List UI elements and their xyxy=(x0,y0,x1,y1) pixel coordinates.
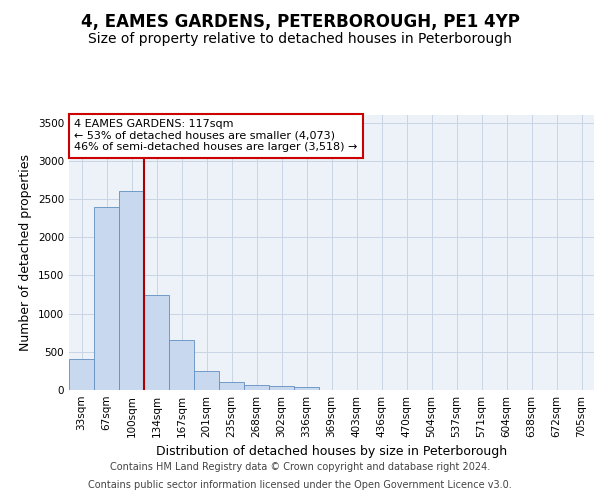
X-axis label: Distribution of detached houses by size in Peterborough: Distribution of detached houses by size … xyxy=(156,446,507,458)
Bar xyxy=(169,340,194,390)
Bar xyxy=(69,360,94,390)
Bar xyxy=(219,382,244,390)
Bar xyxy=(144,294,169,390)
Text: 4, EAMES GARDENS, PETERBOROUGH, PE1 4YP: 4, EAMES GARDENS, PETERBOROUGH, PE1 4YP xyxy=(80,12,520,30)
Bar xyxy=(194,371,219,390)
Text: 4 EAMES GARDENS: 117sqm
← 53% of detached houses are smaller (4,073)
46% of semi: 4 EAMES GARDENS: 117sqm ← 53% of detache… xyxy=(74,119,358,152)
Bar xyxy=(294,388,319,390)
Bar xyxy=(119,192,144,390)
Text: Contains HM Land Registry data © Crown copyright and database right 2024.: Contains HM Land Registry data © Crown c… xyxy=(110,462,490,472)
Y-axis label: Number of detached properties: Number of detached properties xyxy=(19,154,32,351)
Bar xyxy=(94,206,119,390)
Bar xyxy=(269,386,294,390)
Text: Size of property relative to detached houses in Peterborough: Size of property relative to detached ho… xyxy=(88,32,512,46)
Bar xyxy=(244,385,269,390)
Text: Contains public sector information licensed under the Open Government Licence v3: Contains public sector information licen… xyxy=(88,480,512,490)
